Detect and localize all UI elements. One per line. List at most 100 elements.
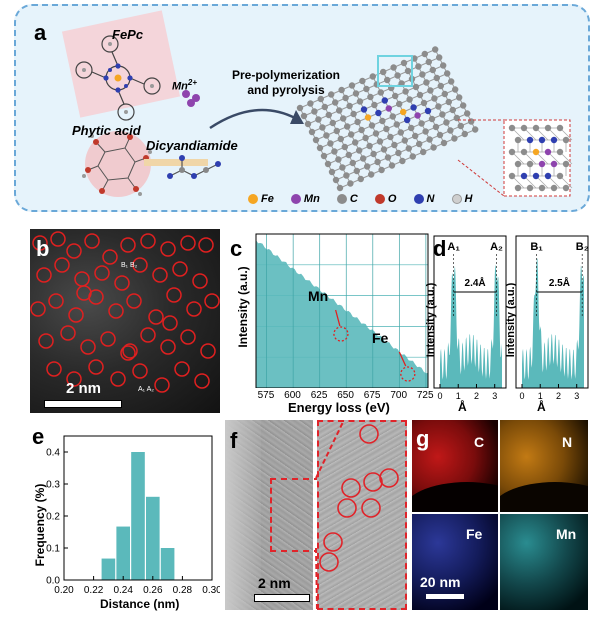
atom-site-circle [152, 267, 168, 283]
zoom-atom [562, 184, 570, 192]
graphene-atom [406, 96, 413, 103]
graphene-atom [341, 143, 348, 151]
eels-xtick-label: 700 [390, 390, 408, 401]
graphene-atom [354, 118, 361, 126]
histogram-xtick-label: 0.28 [173, 585, 193, 596]
site-a-label: A₁ A₂ [138, 386, 154, 393]
histogram-xlabel: Distance (nm) [100, 597, 180, 611]
graphene-atom [422, 128, 429, 135]
graphene-atom [447, 127, 454, 134]
atom-site-circle [38, 333, 54, 349]
atom-site-circle [66, 371, 82, 387]
atom-site-circle [148, 309, 164, 325]
panel-label-a: a [34, 20, 47, 45]
graphene-atom [391, 141, 398, 149]
histogram-ytick-label: 0.0 [46, 576, 60, 587]
distance-label: 2.5Å [549, 276, 570, 289]
zoom-atom [508, 124, 516, 132]
graphene-atom [380, 68, 387, 76]
graphene-atom [404, 67, 412, 75]
peak-label: B₁ [530, 241, 543, 253]
graphene-atom [402, 88, 409, 95]
histogram-xtick-label: 0.24 [113, 585, 133, 596]
histogram-xtick-label: 0.22 [84, 585, 104, 596]
graphene-atom [367, 93, 374, 101]
zoom-atom [526, 160, 534, 168]
graphene-atom [329, 119, 336, 127]
zoom-atom [520, 172, 528, 180]
graphene-atom [349, 159, 356, 167]
atom-site-circle [192, 273, 208, 289]
graphene-atom [307, 100, 314, 107]
graphene-atom [412, 132, 419, 140]
eels-xtick-label: 600 [284, 390, 301, 401]
graphene-atom [363, 85, 370, 93]
zoom-box [503, 119, 571, 197]
histogram-ytick-label: 0.2 [46, 512, 60, 523]
graphene-atom [312, 136, 320, 144]
atom-site-circle [122, 343, 138, 359]
graphene-atom [388, 162, 396, 169]
graphene-atom [396, 100, 403, 108]
legend-mn: Mn [290, 193, 320, 205]
graphene-atom [378, 166, 385, 174]
atom-circle [363, 472, 383, 492]
eds-label-c: C [474, 434, 485, 450]
graphene-atom [337, 135, 344, 143]
graphene-atom [333, 127, 340, 135]
profile-b-ylabel: Intensity (a.u.) [505, 282, 517, 358]
graphene-atom [358, 126, 365, 134]
graphene-atom [410, 104, 417, 111]
graphene-atom [356, 98, 364, 105]
graphene-atom [451, 135, 458, 142]
graphene-atom [377, 89, 384, 96]
atom-circle [319, 552, 339, 572]
graphene-atom [311, 108, 318, 115]
profile-tick-label: 0 [437, 391, 442, 401]
fepc-label: FePc [112, 27, 144, 42]
graphene-atom [404, 116, 411, 124]
graphene-atom [371, 101, 378, 109]
distance-histogram: 0.0 0.1 0.2 0.3 0.4 0.20 0.22 0.24 0.26 0.28 0.30 [46, 435, 220, 596]
panel-label-b: b [36, 236, 50, 261]
profile-frame [433, 235, 507, 389]
fepc-molecule [75, 35, 161, 121]
histogram-ytick-label: 0.1 [46, 544, 60, 555]
zoom-atom [556, 124, 564, 132]
atom-site-circle [30, 301, 46, 317]
graphene-atom [381, 97, 388, 104]
legend-h-text: H [464, 193, 473, 205]
histogram-bar [160, 548, 175, 580]
graphene-atom [368, 171, 375, 178]
graphene-atom [429, 66, 436, 74]
fe-edge-arrow [398, 351, 407, 367]
zoom-atom [562, 136, 570, 144]
graphene-atom [420, 99, 428, 107]
eds-label-fe: Fe [466, 526, 483, 542]
zoom-atom [532, 124, 540, 132]
graphene-atom [460, 102, 467, 109]
graphene-atom [380, 146, 388, 153]
eels-ylabel: Intensity (a.u.) [236, 266, 250, 348]
graphene-atom [383, 125, 390, 133]
mn-ion [182, 90, 190, 98]
graphene-atom [397, 129, 404, 136]
profile-b-xlabel: Å [537, 400, 546, 414]
graphene-atom [424, 107, 432, 115]
atom-circle [361, 498, 381, 518]
graphene-atom [376, 138, 384, 145]
graphene-atom [353, 167, 360, 175]
atom-site-circle [180, 235, 196, 251]
eels-xtick-label: 625 [310, 390, 328, 401]
graphene-atom [423, 79, 430, 86]
hrtem-image [225, 420, 313, 610]
atom-site-circle [68, 307, 84, 323]
scheme-graphics [75, 35, 573, 197]
graphene-atom [331, 148, 338, 155]
legend-n-text: N [426, 193, 435, 205]
atom-site-circle [60, 325, 76, 341]
graphene-atom [415, 63, 422, 70]
eels-frame [255, 233, 429, 388]
graphene-atom [348, 82, 356, 89]
zoom-atom [550, 184, 558, 192]
